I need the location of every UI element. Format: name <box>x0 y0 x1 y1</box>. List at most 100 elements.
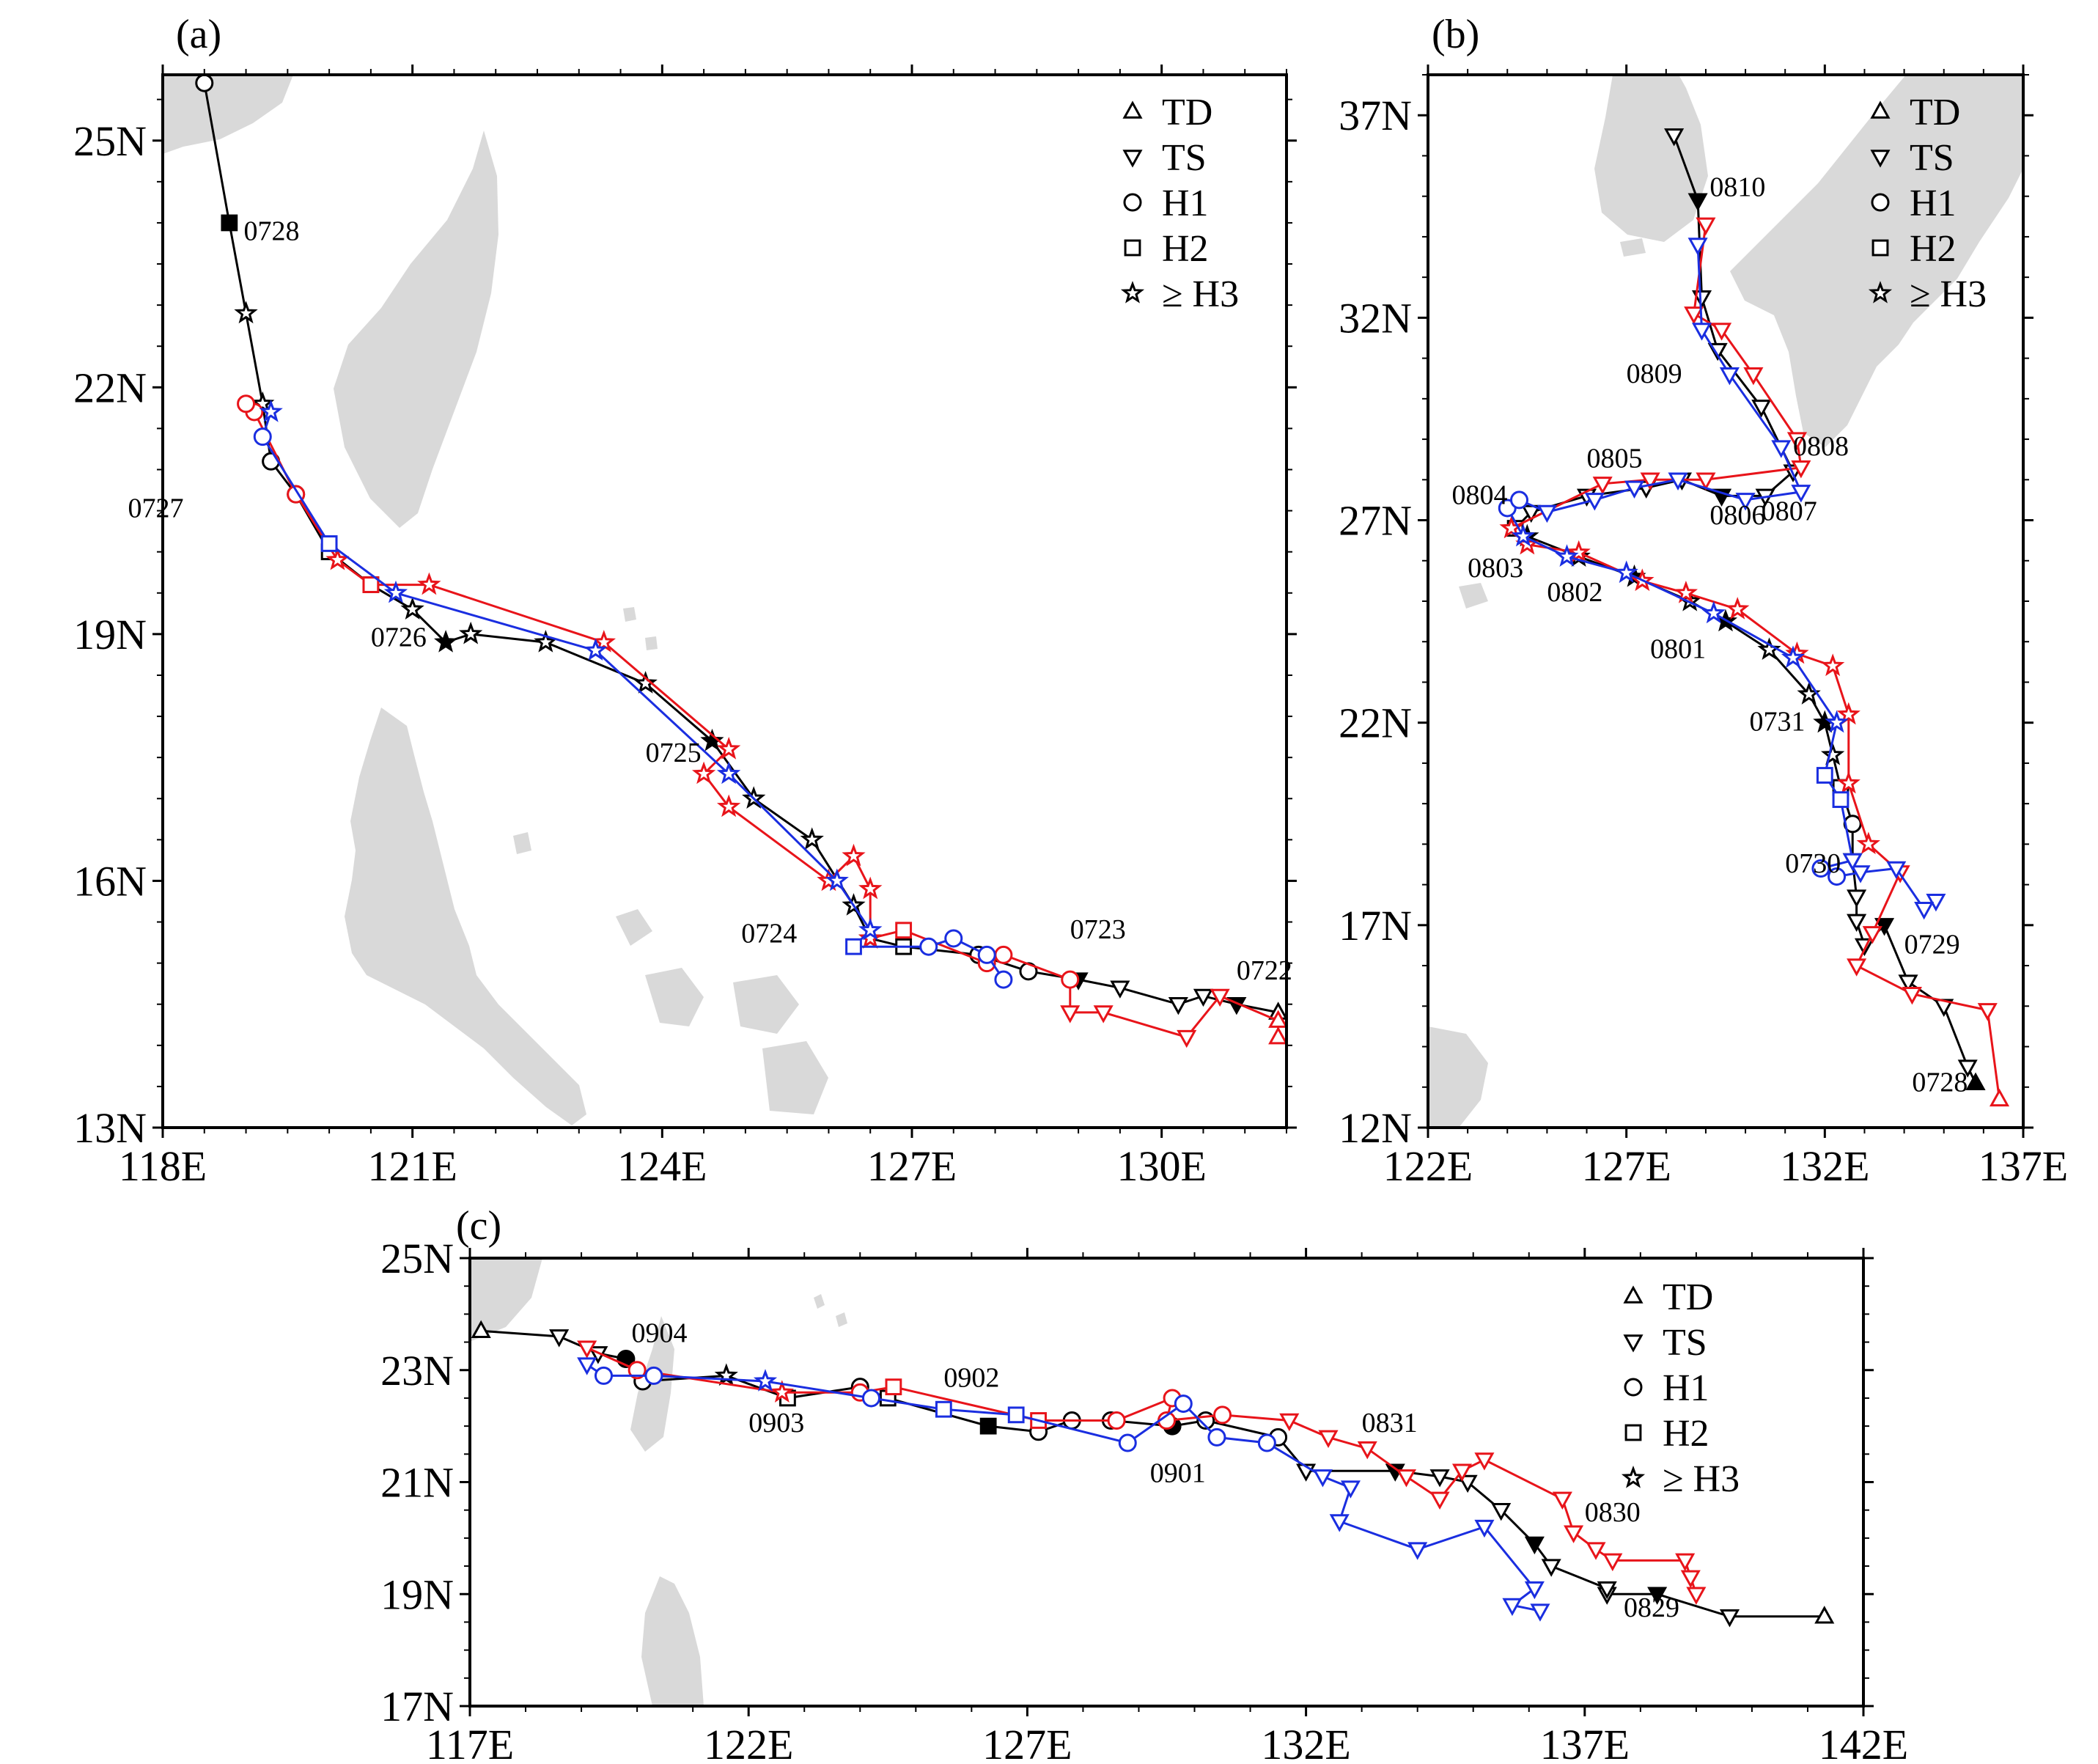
panel-c-blue-marker-h2 <box>1007 1406 1025 1424</box>
panel-a-red-marker-h3 <box>325 548 350 570</box>
panel-c-blue-marker-h1 <box>1207 1427 1226 1447</box>
panel-b-xtick-label-2: 132E <box>1780 1142 1869 1190</box>
panel-c: 117E 122E 127E 132E 137E 142E17N19N21N23N25N … <box>380 1203 1908 1764</box>
panel-a-red-marker-h1 <box>237 394 256 414</box>
panel-b-xtick-label-1: 127E <box>1581 1142 1671 1190</box>
panel-a-black-marker-h3 <box>400 597 424 620</box>
panel-a-ytick-label-4: 25N <box>73 117 147 165</box>
panel-b-xtick-label-0: 122E <box>1383 1142 1473 1190</box>
panel-c-blue-marker-h1 <box>861 1389 880 1408</box>
panel-b-date-label: 0810 <box>1709 172 1765 203</box>
panel-b-red-marker-h3 <box>1726 597 1750 620</box>
panel-b-blue-marker-ts <box>1914 902 1935 920</box>
panel-b-blue-marker-h3 <box>1781 645 1806 669</box>
panel-b-red-marker-ts <box>1696 472 1716 490</box>
panel-c-blue-marker-h1 <box>1174 1394 1193 1414</box>
panel-c-blue-marker-ts <box>1340 1480 1361 1499</box>
panel-c-date-label: 0830 <box>1585 1497 1641 1528</box>
panel-b-date-label: 0805 <box>1587 444 1643 474</box>
panel-c-blue-marker-h2 <box>935 1400 952 1418</box>
panel-c-red-marker-ts <box>1318 1430 1339 1449</box>
panel-b-tracks <box>1498 128 2010 1107</box>
panel-c-xtick-label-2: 127E <box>982 1721 1072 1764</box>
panel-b-blue-marker-h3 <box>1614 560 1638 584</box>
panel-b-date-label: 0728 <box>1912 1067 1968 1098</box>
panel-c-red-marker-ts <box>1396 1469 1417 1488</box>
panel-c-red-marker-h2 <box>885 1378 902 1396</box>
panel-a-blue-marker-h3 <box>584 638 608 661</box>
panel-b-red-marker-ts <box>1712 323 1732 341</box>
panel-c-date-label: 0903 <box>748 1408 804 1438</box>
panel-c-ytick-label-4: 25N <box>380 1235 454 1282</box>
panel-c-black-marker-ts <box>1597 1581 1617 1600</box>
panel-c-date-label: 0901 <box>1150 1458 1206 1489</box>
panel-b-black-marker-ts <box>1847 914 1867 932</box>
panel-b-blue-marker-ts <box>1624 480 1645 499</box>
panel-b-black-marker-td <box>1965 1072 1986 1090</box>
panel-b-blue-marker-h1 <box>1811 859 1830 878</box>
panel-c-red-marker-ts <box>1474 1452 1495 1471</box>
panel-b-blue-marker-ts <box>1668 472 1688 490</box>
panel-b-red-marker-ts <box>1902 986 1922 1005</box>
panel-b-ytick-label-0: 12N <box>1339 1104 1412 1152</box>
panel-c-legend-h2-icon <box>1624 1424 1642 1441</box>
panel-a-blue-marker-h3 <box>259 399 283 422</box>
panel-c-land <box>470 1258 847 1706</box>
panel-a-red-marker-h2 <box>362 576 380 593</box>
panel-a-red-marker-h3 <box>716 794 741 817</box>
panel-a-label: (a) <box>176 12 221 57</box>
panel-a-xtick-label-1: 121E <box>367 1142 457 1190</box>
panel-c-date-label: 0829 <box>1624 1592 1679 1623</box>
panel-b-legend-td-icon <box>1870 100 1891 119</box>
panel-a-red-marker-ts <box>1093 1005 1114 1024</box>
panel-b-black-marker-ts <box>1898 974 1918 993</box>
panel-c-red-marker-ts <box>1680 1570 1701 1588</box>
panel-b-red-marker-h3 <box>1856 831 1881 855</box>
panel-b-ytick-label-4: 32N <box>1339 294 1412 342</box>
panel-a-red-marker-h3 <box>417 572 441 595</box>
panel-b-red-marker-ts <box>1862 926 1882 944</box>
panel-c-track-blue <box>586 1363 1541 1612</box>
panel-a-red-marker-ts <box>1210 988 1230 1007</box>
panel-b-blue-marker-h1 <box>1828 867 1847 886</box>
panel-b-date-label: 0803 <box>1468 553 1523 584</box>
panel-b-land <box>1428 75 2023 1128</box>
panel-b-red-marker-ts <box>1684 306 1704 325</box>
panel-c-date-label: 0831 <box>1362 1408 1418 1438</box>
panel-b-ytick-label-1: 17N <box>1339 902 1412 949</box>
panel-c-ytick-label-1: 19N <box>380 1570 454 1618</box>
panel-a-ytick-label-3: 22N <box>73 364 147 411</box>
panel-a-red-marker-h3 <box>716 736 741 760</box>
panel-c-blue-marker-ts <box>577 1357 597 1375</box>
panel-a-legend-ts-icon <box>1122 150 1143 168</box>
panel-c-red-marker-h1 <box>1107 1411 1126 1430</box>
panel-b-blue-marker-h2 <box>1832 791 1849 809</box>
panel-a-blue-marker-h1 <box>253 427 272 446</box>
panel-b-blue-marker-h3 <box>1511 523 1536 547</box>
panel-b-legend-h3-icon <box>1868 281 1893 304</box>
panel-c-tracks <box>471 1320 1835 1628</box>
panel-a-land <box>163 75 828 1125</box>
panel-c-black-marker-ts <box>549 1329 570 1348</box>
panel-b-black-marker-ts <box>1687 193 1708 211</box>
panel-c-black-marker-ts <box>1524 1536 1545 1555</box>
panel-c-blue-marker-h3 <box>753 1369 778 1392</box>
panel-a-black-marker-ts <box>1193 988 1213 1007</box>
panel-a-red-marker-h3 <box>858 876 883 900</box>
panel-b-blue-marker-ts <box>1771 440 1792 458</box>
panel-b-red-marker-ts <box>1847 958 1867 977</box>
panel-a-legend-h2-label: H2 <box>1162 228 1209 270</box>
panel-b-date-label: 0806 <box>1709 500 1765 531</box>
panel-a-red-marker-ts <box>1060 1005 1081 1024</box>
panel-b-ytick-label-2: 22N <box>1339 699 1412 747</box>
panel-b-blue-marker-h1 <box>1510 490 1529 510</box>
panel-a-date-label: 0723 <box>1070 914 1126 945</box>
panel-a-red-marker-h3 <box>842 843 866 867</box>
panel-c-legend-ts-label: TS <box>1663 1322 1707 1364</box>
panel-a-legend-h3-label: ≥ H3 <box>1162 273 1239 315</box>
panel-a-legend-ts-label: TS <box>1162 137 1207 179</box>
panel-c-legend-td-label: TD <box>1663 1276 1713 1318</box>
